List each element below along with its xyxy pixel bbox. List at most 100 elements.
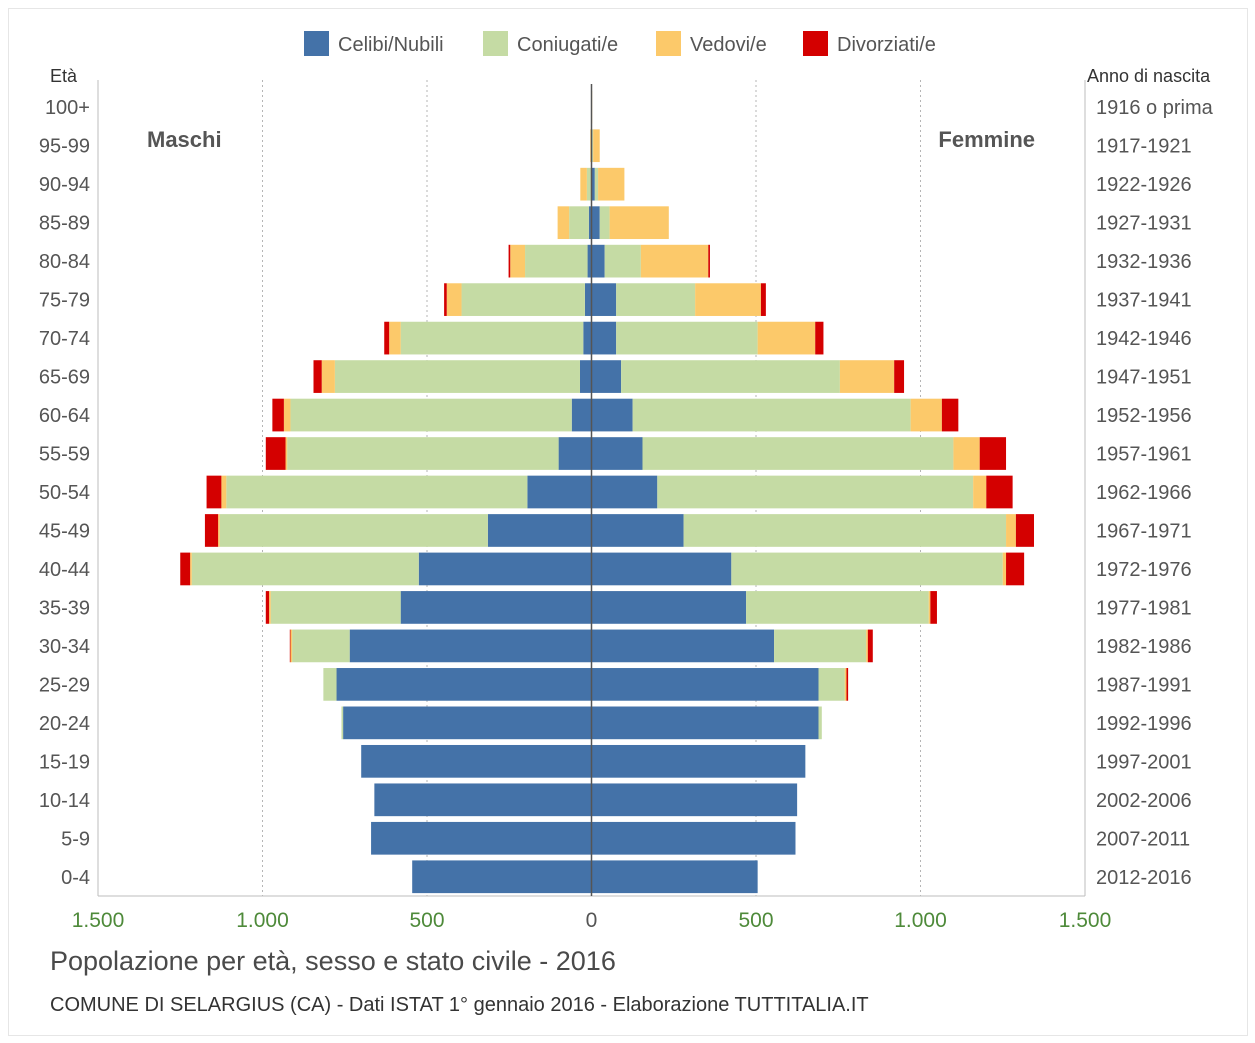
male-bar-60-64-0 bbox=[571, 398, 592, 432]
legend-label-3: Divorziati/e bbox=[837, 34, 936, 56]
birth-year-label-9: 1957-1961 bbox=[1096, 444, 1192, 466]
females-label: Femmine bbox=[938, 127, 1035, 152]
female-bar-80-84-2 bbox=[640, 244, 709, 278]
males-label: Maschi bbox=[147, 127, 222, 152]
male-bar-75-79-0 bbox=[584, 283, 592, 316]
female-bar-65-69-2 bbox=[839, 360, 895, 393]
age-label-4: 80-84 bbox=[39, 251, 90, 273]
age-label-5: 75-79 bbox=[39, 290, 90, 312]
male-bar-45-49-0 bbox=[487, 514, 592, 547]
age-label-11: 45-49 bbox=[39, 520, 90, 542]
male-bar-15-19-0 bbox=[361, 744, 592, 778]
female-bar-60-64-0 bbox=[591, 398, 633, 432]
age-label-8: 60-64 bbox=[39, 405, 90, 427]
birth-year-label-3: 1927-1931 bbox=[1096, 213, 1192, 235]
x-tick-label-1: 1.000 bbox=[236, 909, 289, 932]
female-bar-65-69-0 bbox=[591, 360, 622, 393]
x-tick-label-0: 1.500 bbox=[72, 909, 125, 932]
male-bar-75-79-2 bbox=[446, 283, 462, 316]
male-bar-45-49-1 bbox=[219, 514, 488, 547]
chart-source-credit: COMUNE DI SELARGIUS (CA) - Dati ISTAT 1°… bbox=[50, 994, 869, 1016]
male-bar-85-89-2 bbox=[557, 206, 570, 240]
male-bar-90-94-1 bbox=[586, 167, 591, 201]
male-bar-70-74-3 bbox=[384, 321, 390, 355]
birth-year-label-10: 1962-1966 bbox=[1096, 482, 1192, 504]
female-bar-40-44-2 bbox=[1002, 552, 1007, 586]
female-bar-25-29-3 bbox=[846, 668, 849, 701]
male-bar-95-99-2 bbox=[590, 129, 591, 163]
x-tick-label-3: 0 bbox=[586, 909, 598, 932]
birth-year-label-2: 1922-1926 bbox=[1096, 174, 1192, 196]
female-bar-70-74-1 bbox=[616, 321, 758, 355]
female-bar-60-64-2 bbox=[910, 398, 942, 432]
female-bar-70-74-2 bbox=[757, 321, 816, 355]
age-label-1: 95-99 bbox=[39, 136, 90, 158]
age-label-18: 10-14 bbox=[39, 790, 90, 812]
birth-year-label-13: 1977-1981 bbox=[1096, 597, 1192, 619]
age-label-7: 65-69 bbox=[39, 367, 90, 389]
female-bar-85-89-2 bbox=[609, 206, 669, 240]
female-bar-80-84-1 bbox=[604, 244, 641, 278]
birth-year-label-7: 1947-1951 bbox=[1096, 367, 1192, 389]
birth-year-label-4: 1932-1936 bbox=[1096, 251, 1192, 273]
female-bar-80-84-0 bbox=[591, 244, 605, 278]
male-bar-55-59-1 bbox=[287, 437, 559, 470]
female-bar-75-79-1 bbox=[616, 283, 696, 316]
female-bar-50-54-3 bbox=[986, 475, 1013, 509]
male-bar-65-69-3 bbox=[313, 360, 322, 393]
male-bar-75-79-1 bbox=[461, 283, 585, 316]
female-bar-85-89-0 bbox=[591, 206, 600, 240]
female-bar-55-59-0 bbox=[591, 437, 643, 470]
female-bar-55-59-3 bbox=[979, 437, 1007, 470]
female-bar-15-19-0 bbox=[591, 744, 806, 778]
age-axis-title: Età bbox=[50, 66, 78, 86]
male-bar-20-24-1 bbox=[341, 706, 344, 740]
male-bar-55-59-0 bbox=[558, 437, 592, 470]
age-label-13: 35-39 bbox=[39, 597, 90, 619]
x-tick-label-6: 1.500 bbox=[1059, 909, 1112, 932]
birth-year-label-11: 1967-1971 bbox=[1096, 520, 1192, 542]
birth-year-label-1: 1917-1921 bbox=[1096, 136, 1192, 158]
female-bar-30-34-0 bbox=[591, 629, 775, 663]
female-bar-90-94-0 bbox=[591, 167, 595, 201]
age-label-9: 55-59 bbox=[39, 444, 90, 466]
male-bar-25-29-0 bbox=[336, 668, 592, 701]
legend-swatch-2 bbox=[656, 31, 681, 56]
birth-year-label-16: 1992-1996 bbox=[1096, 713, 1192, 735]
male-bar-90-94-2 bbox=[580, 167, 587, 201]
male-bar-85-89-1 bbox=[569, 206, 589, 240]
female-bar-35-39-2 bbox=[928, 591, 931, 624]
female-bar-60-64-3 bbox=[941, 398, 959, 432]
female-bar-95-99-1 bbox=[592, 129, 594, 163]
male-bar-0-4-0 bbox=[412, 860, 592, 894]
male-bar-40-44-0 bbox=[418, 552, 592, 586]
age-label-12: 40-44 bbox=[39, 559, 90, 581]
female-bar-90-94-1 bbox=[594, 167, 599, 201]
age-label-19: 5-9 bbox=[61, 828, 90, 850]
female-bar-35-39-3 bbox=[930, 591, 937, 624]
male-bar-50-54-3 bbox=[206, 475, 222, 509]
age-label-17: 15-19 bbox=[39, 751, 90, 773]
female-bar-25-29-2 bbox=[844, 668, 847, 701]
birth-year-axis-title: Anno di nascita bbox=[1087, 66, 1211, 86]
male-bar-30-34-2 bbox=[290, 629, 293, 663]
male-bar-80-84-0 bbox=[587, 244, 592, 278]
male-bar-55-59-2 bbox=[285, 437, 288, 470]
legend-label-1: Coniugati/e bbox=[517, 34, 618, 56]
male-bar-35-39-2 bbox=[269, 591, 271, 624]
male-bar-50-54-0 bbox=[527, 475, 592, 509]
male-bar-30-34-3 bbox=[289, 629, 291, 663]
female-bar-0-4-0 bbox=[591, 860, 758, 894]
female-bar-90-94-2 bbox=[598, 167, 625, 201]
female-bar-70-74-3 bbox=[815, 321, 824, 355]
female-bar-30-34-1 bbox=[774, 629, 867, 663]
age-label-20: 0-4 bbox=[61, 867, 90, 889]
birth-year-label-19: 2007-2011 bbox=[1096, 828, 1190, 850]
male-bar-35-39-1 bbox=[270, 591, 401, 624]
birth-year-label-5: 1937-1941 bbox=[1096, 290, 1192, 312]
birth-year-label-20: 2012-2016 bbox=[1096, 867, 1192, 889]
male-bar-40-44-3 bbox=[180, 552, 191, 586]
female-bar-5-9-0 bbox=[591, 821, 796, 855]
age-label-10: 50-54 bbox=[39, 482, 90, 504]
male-bar-60-64-1 bbox=[290, 398, 572, 432]
